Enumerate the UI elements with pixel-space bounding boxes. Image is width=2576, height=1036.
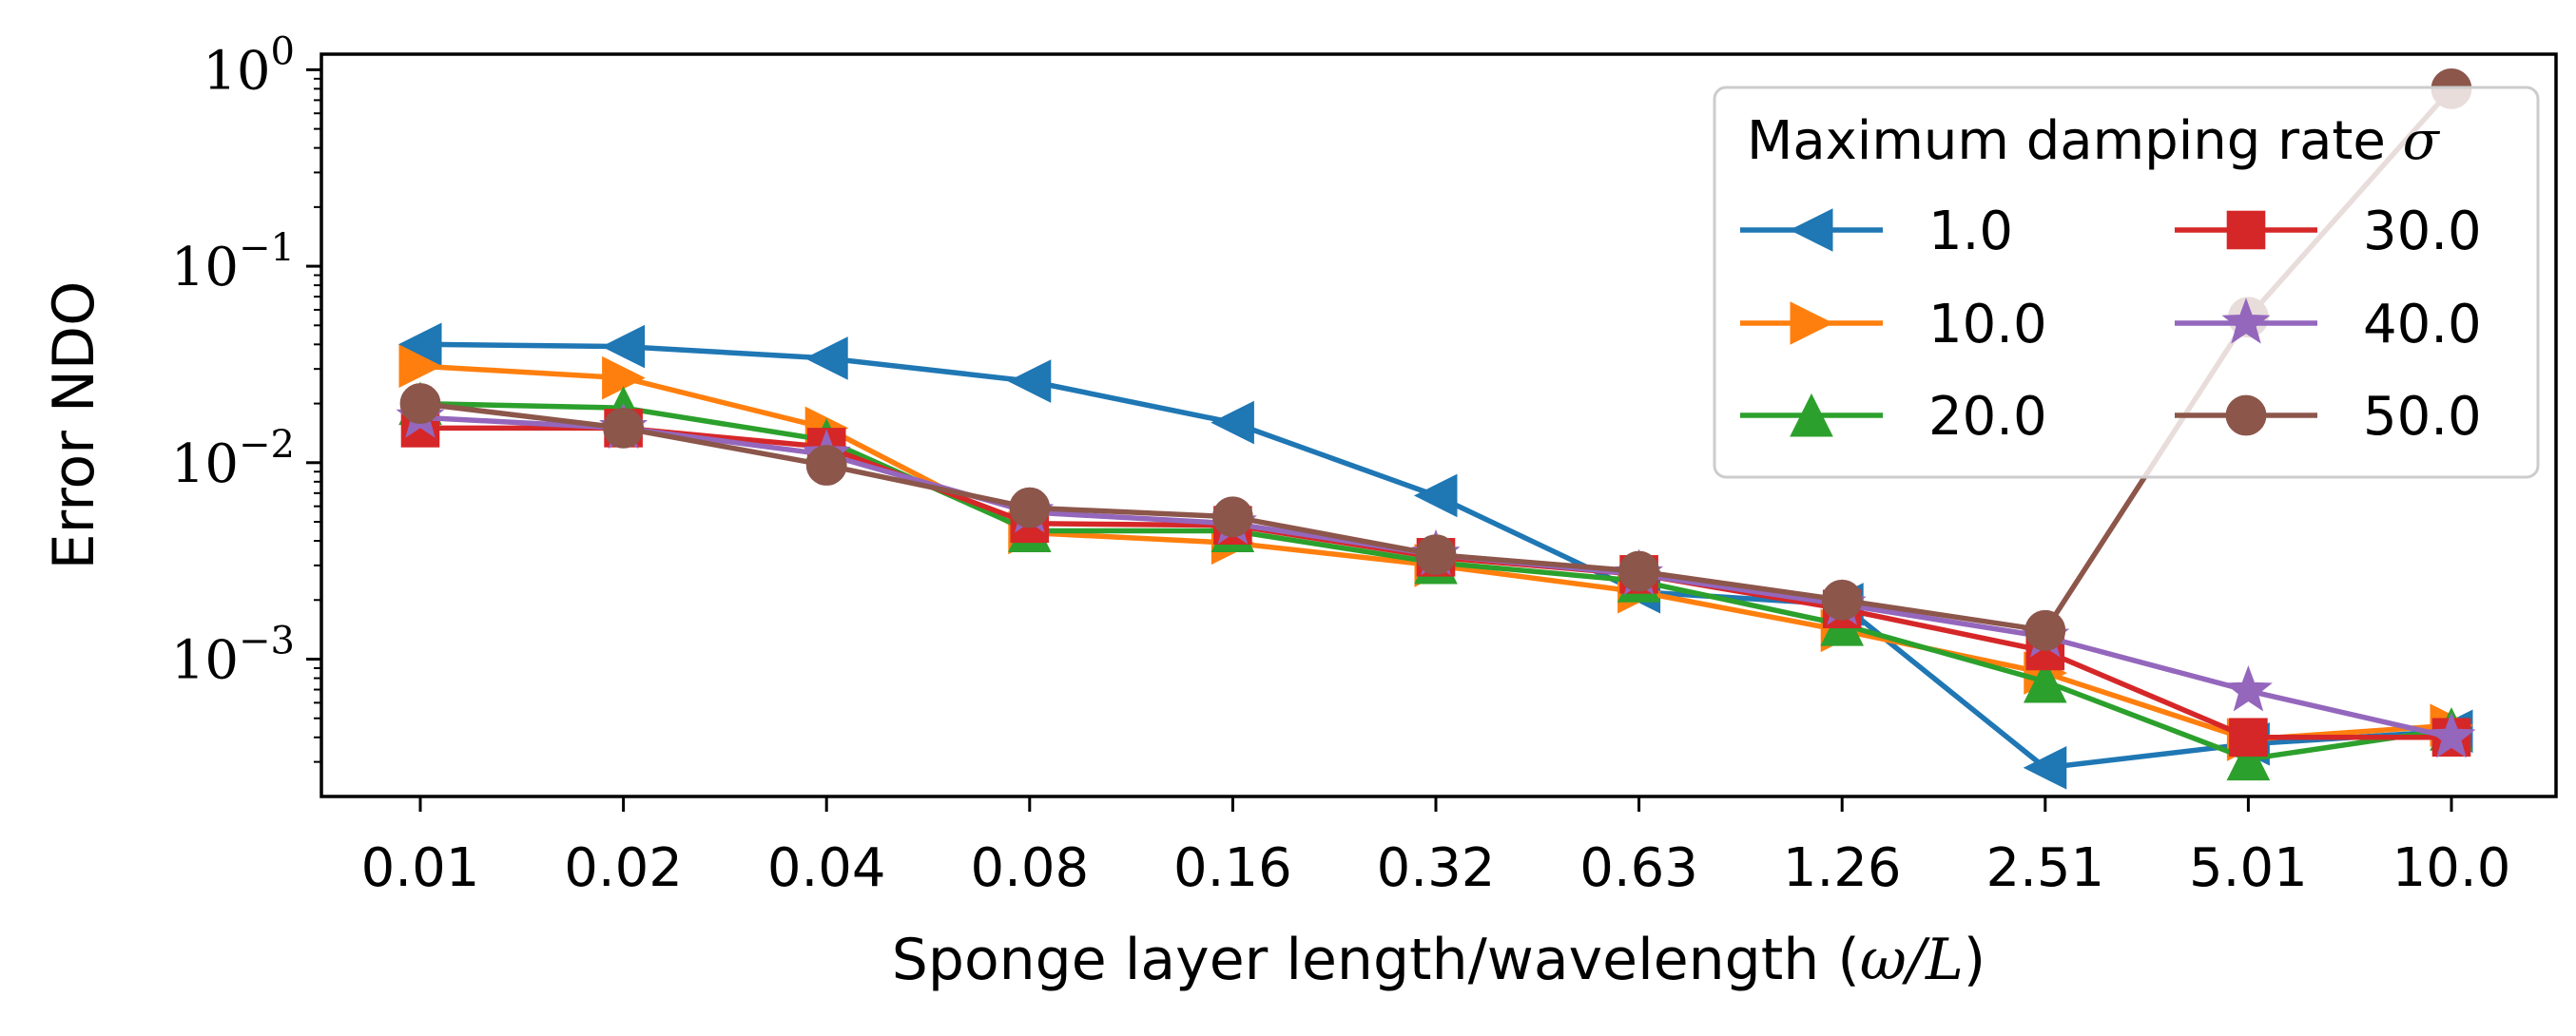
legend-entry: 20.0 [1740, 386, 2047, 448]
x-tick-label: 5.01 [2189, 837, 2308, 899]
legend-title: Maximum damping rate σ [1747, 110, 2441, 172]
data-point [2024, 609, 2066, 651]
y-axis-title: Error NDO [41, 281, 107, 570]
x-tick-label: 10.0 [2392, 837, 2511, 899]
series-layer [396, 68, 2476, 790]
series-50.0 [399, 68, 2472, 651]
legend-entry: 1.0 [1740, 201, 2013, 262]
data-point [1009, 487, 1051, 528]
x-axis-title: Sponge layer length/wavelength (ω/L) [892, 927, 1985, 993]
legend-label: 50.0 [2363, 386, 2482, 448]
legend-entry: 10.0 [1740, 294, 2047, 355]
plot-frame [320, 52, 2558, 798]
data-point [2427, 712, 2476, 758]
y-tick-base: 10 [171, 630, 239, 692]
legend-entry: 30.0 [2175, 201, 2482, 262]
data-point [2229, 718, 2268, 758]
y-tick-label: 10−1 [171, 226, 295, 298]
legend-marker [2221, 297, 2271, 344]
data-point [805, 445, 847, 486]
y-tick-label: 10−2 [171, 423, 295, 495]
data-point [2223, 665, 2273, 712]
y-tick-base: 10 [203, 40, 270, 102]
legend-marker [2226, 210, 2266, 250]
data-point [398, 344, 443, 389]
data-point [804, 336, 848, 380]
legend-box [1713, 86, 2540, 479]
data-point [1415, 534, 1457, 576]
x-axis-title-close: ) [1964, 927, 1985, 993]
legend-title-text: Maximum damping rate [1747, 110, 2403, 172]
y-tick-exponent: −2 [239, 423, 295, 467]
y-tick-exponent: −3 [239, 620, 295, 663]
data-point [1212, 496, 1253, 538]
data-point [1618, 550, 1659, 592]
y-tick-label: 100 [203, 29, 295, 102]
data-point [397, 322, 442, 367]
legend-marker [1790, 393, 1833, 437]
x-tick-label: 0.01 [361, 837, 480, 899]
data-point [2023, 745, 2067, 790]
data-point [1821, 579, 1863, 621]
legend-marker [1789, 208, 1833, 252]
y-tick-exponent: −1 [239, 226, 295, 270]
x-axis-title-text: Sponge layer length/wavelength ( [892, 927, 1860, 993]
x-tick-label: 0.32 [1377, 837, 1496, 899]
x-tick-label: 0.08 [970, 837, 1089, 899]
x-axis-title-math: ω/L [1860, 927, 1964, 993]
data-point [1007, 359, 1052, 403]
data-point [601, 324, 646, 369]
legend-title-math: σ [2403, 110, 2441, 172]
x-tick-label: 0.16 [1173, 837, 1292, 899]
legend: Maximum damping rate σ 1.0 10.0 20.0 30.0 40.… [1713, 86, 2540, 479]
legend-label: 30.0 [2363, 201, 2482, 262]
legend-label: 1.0 [1928, 201, 2013, 262]
x-tick-label: 0.63 [1579, 837, 1698, 899]
x-tick-label: 2.51 [1985, 837, 2104, 899]
x-tick-label: 1.26 [1783, 837, 1902, 899]
x-tick-label: 0.04 [767, 837, 886, 899]
legend-label: 10.0 [1928, 294, 2047, 355]
data-point [2226, 737, 2271, 781]
data-point [1211, 400, 1254, 445]
legend-entry: 40.0 [2175, 294, 2482, 355]
legend-marker [1790, 301, 1834, 345]
y-tick-label: 10−3 [171, 620, 295, 692]
x-tick-label: 0.02 [564, 837, 683, 899]
data-point [1413, 473, 1458, 518]
y-tick-exponent: 0 [271, 29, 295, 73]
legend-entry: 50.0 [2175, 386, 2482, 448]
legend-label: 20.0 [1928, 386, 2047, 448]
y-tick-base: 10 [171, 237, 239, 298]
legend-marker [2225, 394, 2267, 436]
data-point [603, 407, 644, 449]
y-tick-base: 10 [171, 433, 239, 495]
legend-label: 40.0 [2363, 294, 2482, 355]
data-point [399, 383, 441, 424]
data-point [2023, 659, 2067, 703]
